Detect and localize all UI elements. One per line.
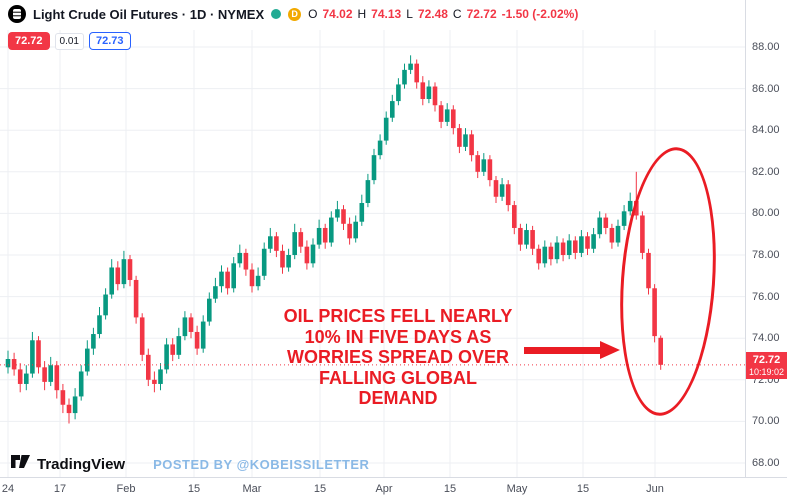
posted-by-text: POSTED BY @KOBEISSILETTER	[153, 456, 370, 472]
symbol-title[interactable]: Light Crude Oil Futures · 1D · NYMEX	[33, 6, 265, 22]
quote-panel: 72.72 0.01 72.73	[8, 32, 131, 50]
price-tick-label: 76.00	[752, 290, 780, 303]
market-status-icon	[271, 9, 282, 19]
arrow-head	[600, 341, 620, 359]
buy-price-button[interactable]: 72.73	[89, 32, 131, 50]
annotation-line: FALLING GLOBAL	[319, 367, 477, 388]
open-value: 74.02	[322, 7, 353, 21]
high-label: H	[357, 7, 367, 21]
spread-value: 0.01	[54, 32, 84, 50]
chart-toolbar: Light Crude Oil Futures · 1D · NYMEX D O…	[0, 0, 579, 28]
time-tick-label: 15	[443, 483, 457, 495]
time-tick-label: 15	[187, 483, 201, 495]
time-tick-label: 17	[53, 483, 67, 495]
time-tick-label: 24	[1, 483, 15, 495]
time-axis[interactable]: 24 17 Feb 15 Mar 15 Apr 15 May 15 Jun	[0, 477, 787, 501]
change-value: -1.50 (-2.02%)	[501, 7, 579, 21]
instrument-logo-icon[interactable]	[8, 5, 26, 23]
open-label: O	[308, 7, 318, 21]
time-tick-label: May	[506, 483, 528, 495]
annotation-line: DEMAND	[358, 388, 438, 408]
price-tick-label: 78.00	[752, 249, 780, 261]
sell-price-button[interactable]: 72.72	[8, 32, 50, 50]
time-tick-label: Apr	[375, 483, 393, 495]
high-value: 74.13	[371, 7, 402, 21]
low-label: L	[406, 7, 413, 21]
annotation-arrow-icon	[524, 341, 622, 359]
price-axis[interactable]: 88.00 86.00 84.00 82.00 80.00 78.00 76.00 74.00…	[745, 0, 787, 478]
price-tick-label: 74.00	[752, 332, 780, 345]
annotation-text: OIL PRICES FELL NEARLY 10% IN FIVE DAYS …	[262, 306, 534, 409]
arrow-shaft	[524, 346, 602, 354]
time-tick-label: Mar	[242, 483, 262, 495]
current-price-value: 72.72	[752, 353, 781, 366]
low-value: 72.48	[417, 7, 448, 21]
price-tick-label: 86.00	[752, 82, 780, 95]
time-tick-label: Feb	[116, 483, 136, 495]
time-tick-label: 15	[313, 483, 327, 495]
price-tick-label: 82.00	[752, 165, 780, 178]
ohlc-readout: O 74.02 H 74.13 L 72.48 C 72.72 -1.50 (-…	[308, 7, 578, 21]
close-label: C	[452, 7, 462, 21]
price-tick-label: 88.00	[752, 41, 780, 53]
bar-countdown: 10:19:02	[748, 366, 785, 377]
price-tick-label: 80.00	[752, 207, 780, 220]
current-price-label: 72.72 10:19:02	[746, 351, 787, 379]
price-tick-label: 84.00	[752, 124, 780, 137]
dividend-badge: D	[288, 7, 302, 21]
footer: TradingView POSTED BY @KOBEISSILETTER	[10, 453, 369, 475]
annotation-line: WORRIES SPREAD OVER	[286, 347, 510, 367]
time-tick-label: 15	[576, 483, 590, 495]
time-tick-label: Jun	[646, 483, 664, 495]
tradingview-logo-icon[interactable]	[10, 453, 31, 475]
tradingview-brand-text[interactable]: TradingView	[37, 455, 126, 473]
price-tick-label: 70.00	[752, 415, 780, 428]
annotation-line: OIL PRICES FELL NEARLY	[283, 306, 513, 326]
annotation-line: 10% IN FIVE DAYS AS	[304, 326, 492, 347]
price-tick-label: 68.00	[752, 457, 780, 469]
close-value: 72.72	[466, 7, 497, 21]
